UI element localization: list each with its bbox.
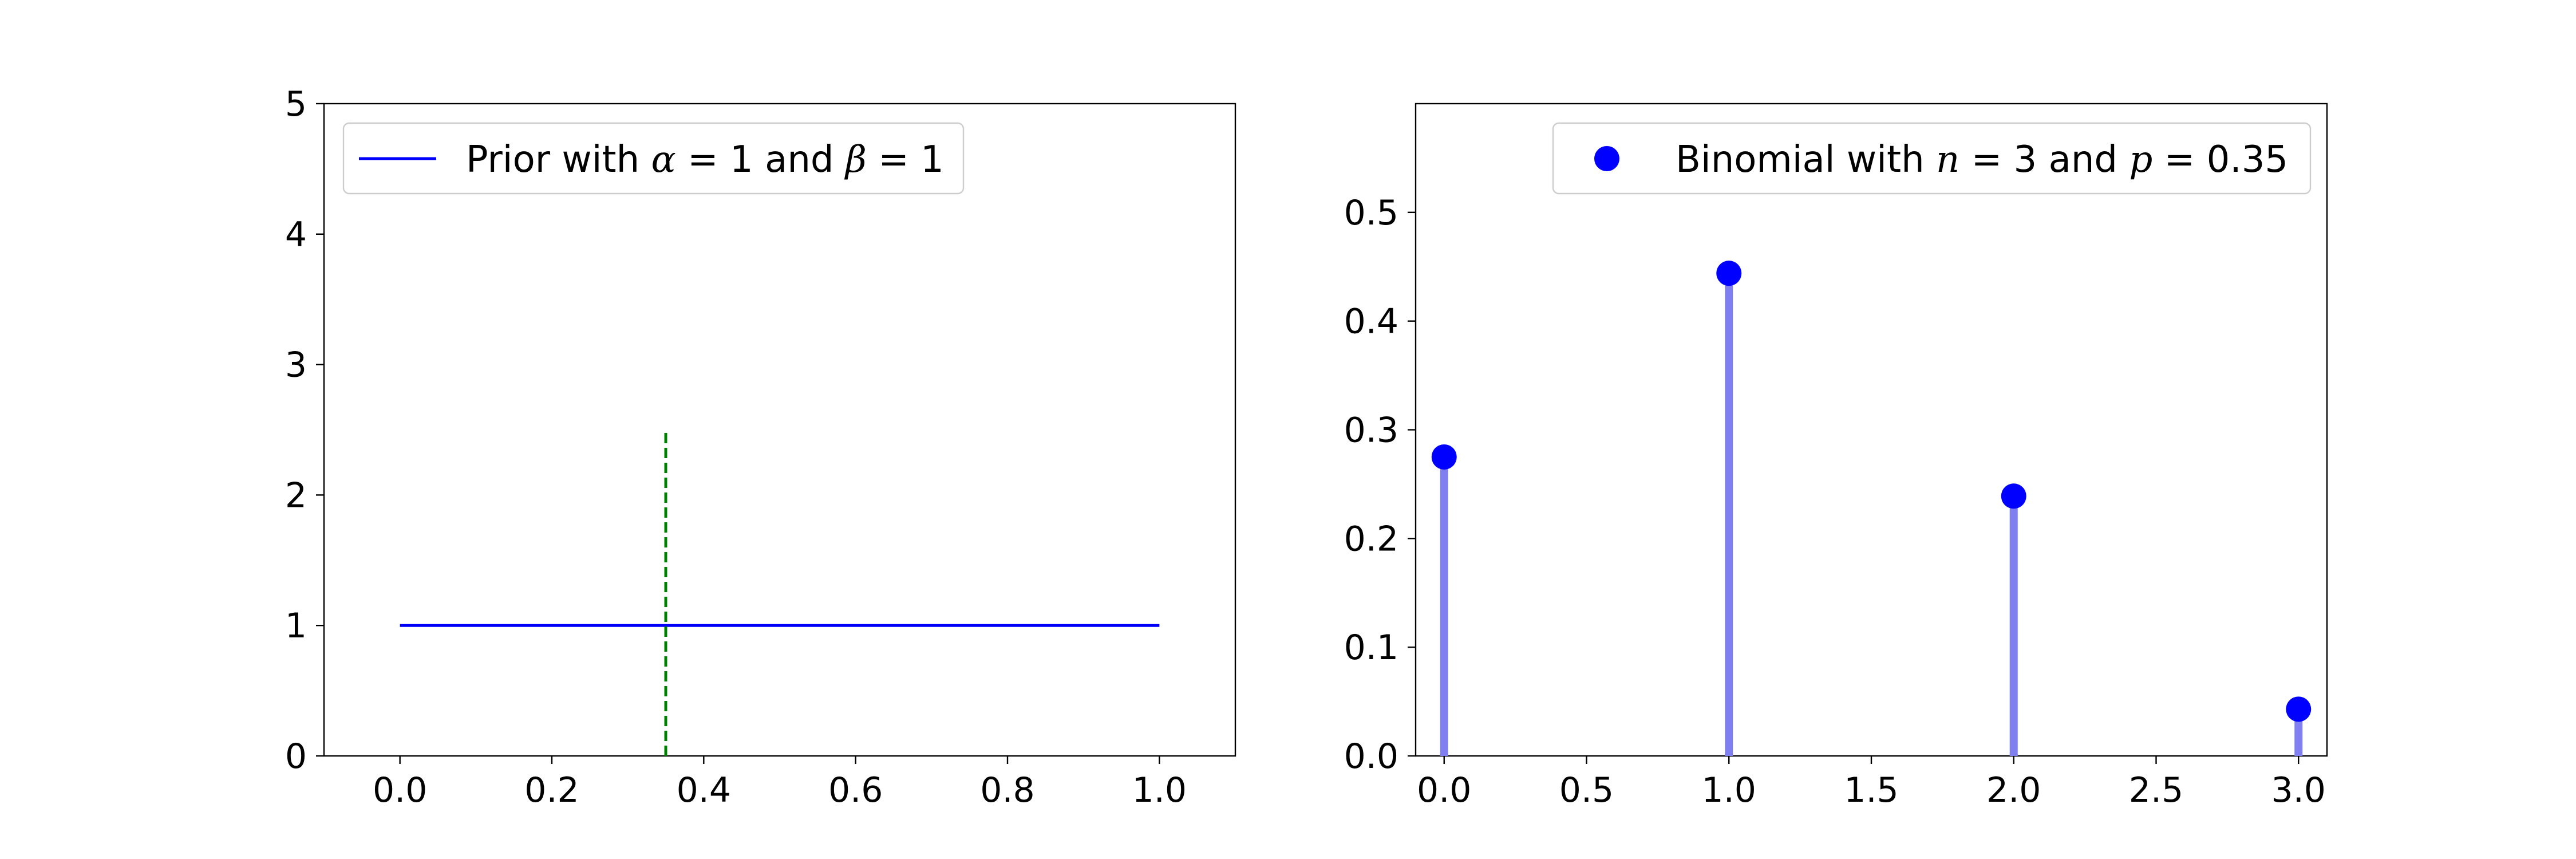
x-tick-label: 2.5	[2129, 770, 2183, 810]
legend-label-part: Binomial with	[1676, 139, 1936, 181]
y-tick-label: 0.1	[1344, 628, 1398, 668]
x-tick-label: 1.0	[1702, 770, 1756, 810]
y-tick-label: 4	[285, 215, 307, 255]
legend-math-symbol: n	[1936, 139, 1959, 181]
x-tick-label: 0.5	[1559, 770, 1614, 810]
x-tick-label: 0.2	[524, 770, 579, 810]
legend-label-part: = 3 and	[1959, 139, 2129, 181]
x-tick-label: 0.0	[1417, 770, 1471, 810]
x-tick-label: 3.0	[2271, 770, 2326, 810]
binomial-chart: 0.0 0.5 1.0 1.5 2.0 2.5 3.0 0.0 0.1 0.2 0.3 0.4 0.5 B…	[1344, 103, 2328, 810]
legend-math-symbol: α	[651, 139, 676, 181]
legend-math-symbol: β	[844, 139, 867, 181]
legend-label-part: = 1 and	[676, 139, 846, 181]
legend-label-part: Prior with	[466, 139, 651, 181]
pmf-point	[1716, 261, 1742, 286]
legend-label-part: = 1	[867, 139, 944, 181]
x-tick-label: 1.5	[1844, 770, 1898, 810]
x-tick-label: 2.0	[1986, 770, 2041, 810]
y-tick-label: 3	[285, 345, 307, 385]
y-tick-label: 0.3	[1344, 411, 1398, 451]
x-tick-label: 0.0	[373, 770, 427, 810]
y-tick-label: 0	[285, 736, 307, 777]
prior-chart: 0.0 0.2 0.4 0.6 0.8 1.0 0 1 2 3 4 5 Prior with α = 1…	[285, 84, 1236, 810]
y-tick-label: 0.5	[1344, 193, 1398, 233]
x-tick-label: 0.6	[828, 770, 883, 810]
legend-math-symbol: p	[2129, 139, 2152, 181]
y-tick-label: 1	[285, 606, 307, 646]
pmf-point	[2286, 696, 2312, 722]
x-tick-label: 0.8	[980, 770, 1034, 810]
y-tick-label: 0.2	[1344, 519, 1398, 559]
legend-box	[342, 122, 965, 195]
y-tick-label: 2	[285, 475, 307, 515]
pmf-point	[1431, 444, 1457, 470]
axes-frame	[323, 103, 1236, 757]
legend-box	[1552, 122, 2312, 195]
y-tick-label: 0.4	[1344, 302, 1398, 342]
legend: Binomial with n = 3 and p = 0.35	[1552, 122, 2312, 195]
legend-label: Binomial with n = 3 and p = 0.35	[1676, 139, 2288, 181]
y-tick-label: 0.0	[1344, 736, 1398, 777]
legend-marker-swatch	[1594, 146, 1619, 171]
x-tick-label: 1.0	[1132, 770, 1187, 810]
legend-label-part: = 0.35	[2152, 139, 2288, 181]
pmf-point	[2001, 483, 2026, 509]
x-tick-label: 0.4	[677, 770, 731, 810]
legend: Prior with α = 1 and β = 1	[342, 122, 965, 195]
legend-label: Prior with α = 1 and β = 1	[466, 139, 944, 181]
y-tick-label: 5	[285, 84, 307, 124]
